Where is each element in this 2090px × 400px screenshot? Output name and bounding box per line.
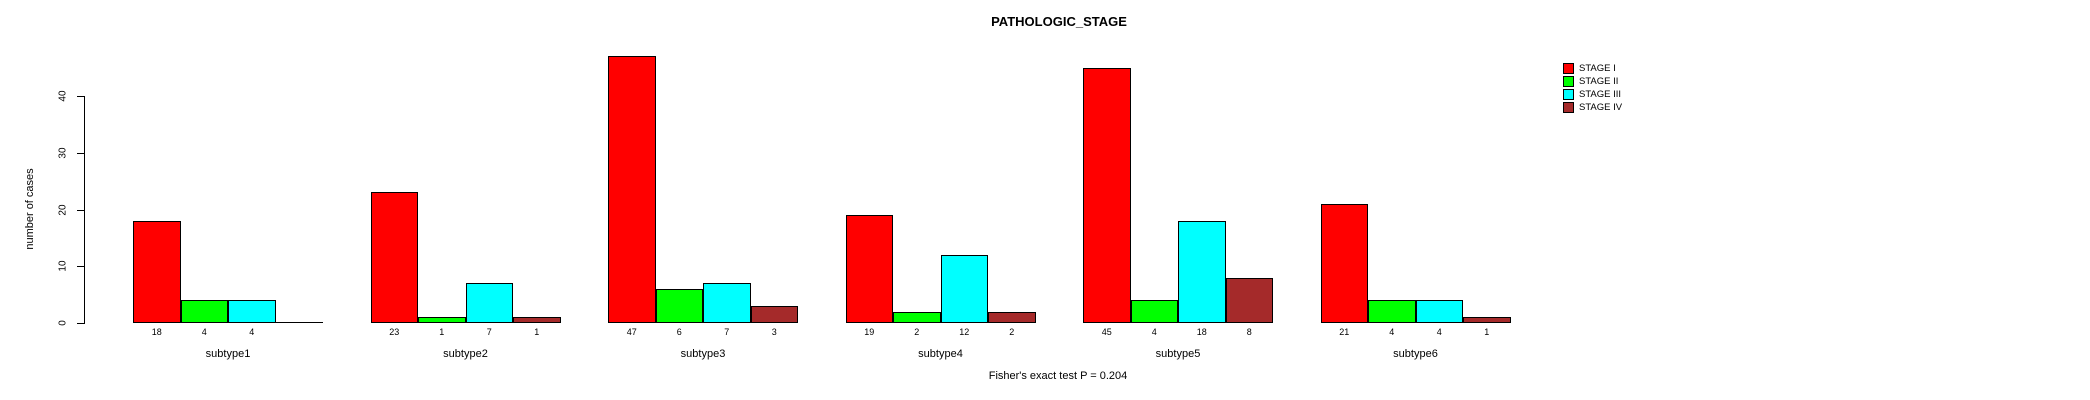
bar-value-label: 4 — [1389, 327, 1395, 337]
bar-stage-i-subtype2 — [370, 192, 418, 323]
bar-stage-iii-subtype2 — [465, 283, 513, 323]
bar-value-label: 19 — [864, 327, 875, 337]
y-axis-line — [84, 96, 85, 324]
legend-item-stage-ii: STAGE II — [1563, 76, 1622, 87]
bar-value-label: 7 — [486, 327, 492, 337]
bar-value-label: 7 — [724, 327, 730, 337]
bar-stage-iv-subtype5 — [1225, 277, 1273, 323]
legend-item-stage-i: STAGE I — [1563, 63, 1622, 74]
bar-value-label: 1 — [534, 327, 540, 337]
bar-stage-iii-subtype4 — [940, 254, 988, 323]
y-tick-label: 0 — [57, 320, 69, 326]
bar-value-label: 12 — [959, 327, 970, 337]
y-tick-mark — [77, 96, 84, 97]
y-tick-label: 10 — [57, 260, 69, 272]
bar-stage-iv-subtype3 — [750, 305, 798, 323]
bar-value-label: 8 — [1246, 327, 1252, 337]
bar-value-label: 4 — [201, 327, 207, 337]
legend-label: STAGE IV — [1579, 102, 1623, 113]
bar-value-label: 18 — [1196, 327, 1207, 337]
category-label-subtype6: subtype6 — [1393, 348, 1438, 360]
legend-swatch-stage-iii — [1563, 89, 1574, 100]
bar-value-label: 21 — [1339, 327, 1350, 337]
bar-value-label: 2 — [914, 327, 920, 337]
category-label-subtype4: subtype4 — [918, 348, 963, 360]
bar-stage-ii-subtype1 — [180, 300, 228, 323]
legend-swatch-stage-i — [1563, 63, 1574, 74]
legend-label: STAGE III — [1579, 89, 1622, 100]
legend-label: STAGE I — [1579, 63, 1616, 74]
y-axis-title: number of cases — [24, 168, 36, 250]
bar-stage-iii-subtype1 — [228, 300, 276, 323]
bar-value-label: 6 — [676, 327, 682, 337]
bar-stage-iii-subtype3 — [703, 283, 751, 323]
chart-legend: STAGE I STAGE II STAGE III STAGE IV — [1563, 63, 1622, 113]
bar-value-label: 4 — [249, 327, 255, 337]
bar-stage-iv-subtype6 — [1463, 317, 1511, 323]
category-label-subtype5: subtype5 — [1155, 348, 1201, 360]
bar-stage-i-subtype4 — [845, 215, 893, 323]
bar-stage-i-subtype6 — [1320, 203, 1368, 323]
bar-stage-iii-subtype5 — [1178, 220, 1226, 323]
legend-swatch-stage-iv — [1563, 102, 1574, 113]
bar-stage-i-subtype1 — [133, 220, 181, 323]
legend-item-stage-iv: STAGE IV — [1563, 102, 1622, 113]
bar-stage-iv-subtype2 — [513, 317, 561, 323]
chart-title: PATHOLOGIC_STAGE — [991, 14, 1127, 29]
bar-stage-i-subtype5 — [1083, 67, 1131, 323]
y-tick-mark — [77, 323, 84, 324]
bar-value-label: 45 — [1101, 327, 1112, 337]
bar-value-label: 1 — [439, 327, 445, 337]
bar-stage-i-subtype3 — [608, 56, 656, 323]
y-tick-label: 30 — [57, 147, 69, 159]
bar-stage-iii-subtype6 — [1415, 300, 1463, 323]
bar-value-label: 23 — [389, 327, 400, 337]
legend-label: STAGE II — [1579, 76, 1619, 87]
bar-stage-ii-subtype3 — [655, 288, 703, 323]
bar-stage-ii-subtype4 — [893, 311, 941, 323]
bar-stage-ii-subtype6 — [1368, 300, 1416, 323]
y-tick-label: 40 — [57, 90, 69, 102]
bar-value-label: 4 — [1436, 327, 1442, 337]
y-tick-label: 20 — [57, 203, 69, 216]
legend-item-stage-iii: STAGE III — [1563, 89, 1622, 100]
bar-stage-ii-subtype5 — [1130, 300, 1178, 323]
y-tick-mark — [77, 266, 84, 268]
legend-swatch-stage-ii — [1563, 76, 1574, 87]
category-label-subtype3: subtype3 — [680, 348, 726, 360]
bar-value-label: 47 — [626, 327, 637, 337]
bar-stage-iv-subtype4 — [988, 311, 1036, 323]
category-label-subtype2: subtype2 — [443, 348, 488, 360]
bar-value-label: 1 — [1484, 327, 1490, 337]
stat-test-caption: Fisher's exact test P = 0.204 — [988, 370, 1128, 382]
bar-value-label: 4 — [1151, 327, 1157, 337]
bar-value-label: 18 — [151, 327, 162, 337]
bar-value-label: 2 — [1009, 327, 1015, 337]
y-tick-mark — [77, 152, 84, 154]
bar-value-label: 3 — [771, 327, 777, 337]
category-label-subtype1: subtype1 — [205, 348, 251, 360]
bar-stage-ii-subtype2 — [418, 317, 466, 323]
y-tick-mark — [77, 209, 84, 211]
